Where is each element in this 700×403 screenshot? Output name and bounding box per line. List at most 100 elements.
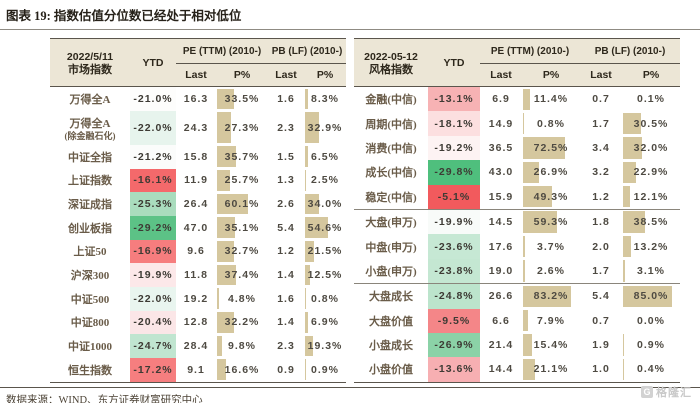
pe-last-cell: 43.0 [488,166,514,179]
row-label: 中证全指 [68,151,112,164]
pb-percentile-cell: 0.9% [623,334,665,356]
pb-percentile-cell: 19.3% [304,334,346,358]
row-label: 金融(中信) [365,94,417,107]
row-label: 创业板指 [68,222,112,235]
pb-last-cell: 1.6 [277,292,295,305]
table-row: 上证50 -16.9% 9.6 32.7% 1.2 21.5% [50,239,346,264]
pe-percentile-cell: 26.9% [522,160,580,184]
table-row: 小盘(申万) -23.8% 19.0 2.6% 1.7 3.1% [354,258,680,285]
table-row: 上证指数 -16.1% 11.9 25.7% 1.3 2.5% [50,168,346,193]
pb-last-cell: 1.4 [277,316,295,329]
ytd-cell: -18.1% [428,111,480,136]
pe-last-cell: 6.9 [492,93,510,106]
percentile-bar [523,88,530,110]
pb-last-cell: 1.8 [592,216,610,229]
pe-last-cell: 19.2 [183,292,209,305]
percentile-bar [623,334,624,356]
pb-percentile-cell: 85.0% [622,284,680,309]
pb-last-cell: 1.4 [277,269,295,282]
percentile-bar [305,312,308,333]
col-header-pe-pct: P% [216,63,268,87]
col-header-pb: PB (LF) (2010-) [268,38,346,64]
pe-percentile-cell: 33.5% [216,87,268,111]
ytd-cell: -25.3% [130,192,176,216]
table-row: 创业板指 -29.2% 47.0 35.1% 5.4 54.6% [50,215,346,240]
pb-percentile-cell: 32.9% [304,111,346,145]
pe-percentile-cell: 59.3% [522,209,580,234]
pb-percentile-cell: 2.5% [304,169,346,193]
percentile-bar [523,260,525,282]
gelonghui-watermark: G 格隆汇 [641,384,692,400]
pb-percentile-cell: 22.9% [622,160,680,184]
col-header-pe-last: Last [480,63,522,87]
percentile-bar [623,186,631,208]
percentile-bar [523,161,539,184]
ytd-cell: -29.2% [130,215,176,240]
percentile-bar [523,285,572,308]
pe-last-cell: 14.4 [480,357,522,383]
pe-last-cell: 47.0 [183,221,209,234]
pe-last-cell: 16.3 [183,92,209,105]
col-header-pe: PE (TTM) (2010-) [480,38,580,64]
pb-last-cell: 2.3 [277,121,295,134]
pb-percentile-cell: 13.2% [622,234,680,258]
row-label: 中盘(申万) [365,241,417,254]
gelonghui-logo-icon: G [641,386,653,398]
table-row: 金融(中信) -13.1% 6.9 11.4% 0.7 0.1% [354,86,680,112]
pe-percentile-cell: 35.1% [216,216,268,240]
ytd-cell: -22.0% [130,110,176,145]
pb-last-cell: 2.0 [592,240,610,253]
pe-last-cell: 14.5 [488,216,514,229]
percentile-bar [523,137,566,159]
pb-percentile-cell: 12.5% [304,263,346,287]
percentile-bar [217,359,226,381]
market-index-table: 2022/5/11 市场指数 YTD PE (TTM) (2010-) PB (… [50,38,346,383]
title-divider [0,29,700,30]
pb-percentile-cell: 30.5% [622,111,680,135]
pb-last-cell: 1.7 [580,258,622,285]
col-header-ytd: YTD [130,38,176,87]
valuation-tables: 2022/5/11 市场指数 YTD PE (TTM) (2010-) PB (… [0,30,700,383]
percentile-bar [523,334,532,356]
table-row: 小盘价值 -13.6% 14.4 21.1% 1.0 0.4% [354,357,680,383]
percentile-bar [523,186,552,208]
pe-last-cell: 24.3 [183,121,209,134]
percentile-bar [217,112,232,144]
ytd-cell: -16.1% [130,168,176,193]
percentile-bar [623,260,625,282]
row-label: 深证成指 [68,199,112,212]
pb-last-cell: 2.6 [277,198,295,211]
pb-last-cell: 2.3 [277,340,295,353]
pe-percentile-cell: 32.2% [216,311,268,335]
row-label: 成长(中信) [365,167,417,180]
pe-last-cell: 11.8 [184,269,208,282]
table-row: 沪深300 -19.9% 11.8 37.4% 1.4 12.5% [50,263,346,287]
pe-last-cell: 6.6 [492,314,510,327]
pe-percentile-cell: 83.2% [522,284,580,309]
pb-percentile-cell: 12.1% [622,184,680,210]
row-label: 中证800 [70,317,110,330]
ytd-cell: -9.5% [428,308,480,333]
ytd-cell: -17.2% [130,357,176,383]
table-row: 中盘(申万) -23.6% 17.6 3.7% 2.0 13.2% [354,234,680,259]
row-label: 大盘成长 [369,291,413,304]
ytd-cell: -20.4% [130,310,176,335]
pe-percentile-cell: 7.9% [522,309,580,333]
pe-percentile-cell: 9.8% [216,334,268,358]
ytd-cell: -13.1% [428,86,480,112]
ytd-cell: -21.2% [130,144,176,169]
ytd-cell: -23.8% [428,258,480,285]
table-row: 深证成指 -25.3% 26.4 60.1% 2.6 34.0% [50,192,346,216]
ytd-cell: -23.6% [428,234,480,259]
corner-header: 2022/5/11 市场指数 [50,38,130,87]
corner-header: 2022-05-12 风格指数 [354,38,428,87]
index-type-label: 风格指数 [369,63,413,76]
table-row: 周期(中信) -18.1% 14.9 0.8% 1.7 30.5% [354,111,680,136]
pb-last-cell: 1.6 [277,92,295,105]
row-label: 小盘成长 [369,340,413,353]
table-row: 成长(中信) -29.8% 43.0 26.9% 3.2 22.9% [354,160,680,185]
figure-footer: 数据来源：WIND、东方证券财富研究中心 [0,386,700,403]
pb-last-cell: 0.7 [592,314,610,327]
percentile-bar [217,264,237,286]
percentile-bar [217,170,231,191]
